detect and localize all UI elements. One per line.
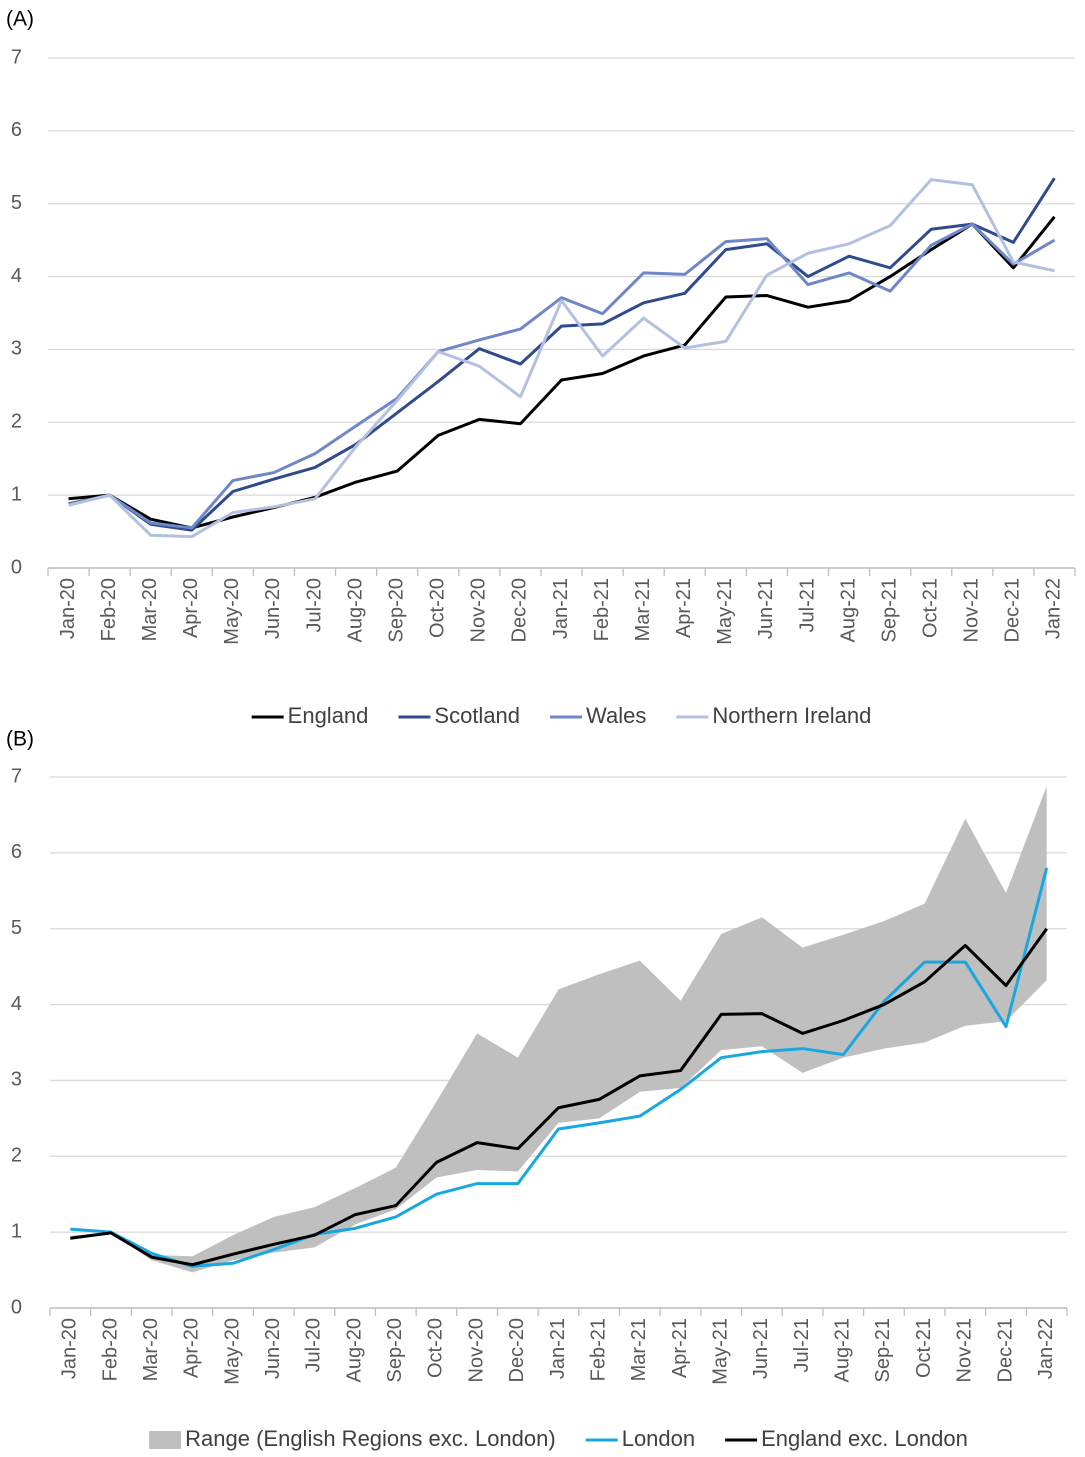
panel-label: (B) [6, 728, 34, 751]
x-tick-label: Feb-20 [98, 578, 120, 641]
x-tick-label: Jul-21 [791, 1318, 813, 1372]
x-tick-label: Jun-20 [262, 578, 284, 639]
range-band [70, 786, 1047, 1273]
x-tick-label: Feb-20 [99, 1318, 121, 1381]
x-tick-label: Mar-21 [632, 578, 654, 641]
x-tick-label: Jan-21 [547, 1318, 569, 1379]
x-tick-label: Jan-22 [1035, 1318, 1057, 1379]
x-tick-label: Mar-20 [140, 1318, 162, 1381]
x-tick-label: Jun-21 [750, 1318, 772, 1379]
x-tick-label: Jun-21 [755, 578, 777, 639]
legend-label: London [622, 1426, 695, 1451]
x-tick-label: Dec-20 [509, 578, 531, 642]
x-tick-label: Oct-21 [920, 578, 942, 638]
line [68, 177, 1056, 532]
x-tick-label: May-20 [221, 1318, 243, 1385]
x-tick-label: Apr-21 [669, 1318, 691, 1378]
x-tick-label: Dec-21 [1002, 578, 1024, 642]
y-tick-label: 2 [11, 411, 22, 433]
x-tick-label: Nov-20 [465, 1318, 487, 1382]
x-tick-label: Aug-20 [344, 578, 366, 643]
line [70, 927, 1048, 1267]
y-tick-label: 4 [11, 265, 22, 287]
y-tick-label: 2 [11, 1145, 22, 1167]
y-tick-label: 0 [11, 556, 22, 578]
legend-label: Wales [586, 703, 646, 728]
x-tick-label: Jan-22 [1043, 578, 1065, 639]
x-tick-label: Apr-21 [673, 578, 695, 638]
legend-label: Range (English Regions exc. London) [185, 1426, 556, 1451]
y-tick-label: 1 [11, 1220, 22, 1242]
x-tick-label: Sep-20 [385, 578, 407, 643]
y-tick-label: 3 [11, 1069, 22, 1091]
x-tick-label: Aug-20 [343, 1318, 365, 1383]
line [68, 215, 1056, 530]
legend-label: England [288, 703, 369, 728]
x-tick-label: Jul-20 [303, 578, 325, 632]
y-tick-label: 6 [11, 841, 22, 863]
x-tick-label: Jan-20 [57, 578, 79, 639]
x-tick-label: Oct-20 [425, 1318, 447, 1378]
x-tick-label: Sep-20 [384, 1318, 406, 1383]
y-tick-label: 6 [11, 119, 22, 141]
x-tick-label: Feb-21 [591, 578, 613, 641]
x-tick-label: Feb-21 [587, 1318, 609, 1381]
x-tick-label: Sep-21 [872, 1318, 894, 1383]
x-tick-label: Nov-21 [954, 1318, 976, 1382]
x-tick-label: Apr-20 [181, 1318, 203, 1378]
x-tick-label: Sep-21 [878, 578, 900, 643]
x-tick-label: Aug-21 [837, 578, 859, 643]
x-tick-label: Mar-20 [139, 578, 161, 641]
y-tick-label: 5 [11, 192, 22, 214]
x-tick-label: Apr-20 [180, 578, 202, 638]
y-tick-label: 5 [11, 917, 22, 939]
x-tick-label: Oct-20 [427, 578, 449, 638]
line [70, 867, 1049, 1268]
x-tick-label: Nov-20 [468, 578, 490, 642]
legend-label: Northern Ireland [712, 703, 871, 728]
y-tick-label: 1 [11, 483, 22, 505]
x-tick-label: Jul-21 [796, 578, 818, 632]
panel-label: (A) [6, 8, 34, 31]
x-tick-label: Jan-21 [550, 578, 572, 639]
x-tick-label: Aug-21 [832, 1318, 854, 1383]
x-tick-label: Jul-20 [303, 1318, 325, 1372]
x-tick-label: Dec-21 [994, 1318, 1016, 1382]
y-tick-label: 4 [11, 993, 22, 1015]
y-tick-label: 7 [11, 46, 22, 68]
y-tick-label: 0 [11, 1296, 22, 1318]
y-tick-label: 7 [11, 765, 22, 787]
x-tick-label: Jun-20 [262, 1318, 284, 1379]
x-tick-label: May-21 [710, 1318, 732, 1385]
x-tick-label: Jan-20 [59, 1318, 81, 1379]
x-tick-label: May-21 [714, 578, 736, 645]
legend-label: England exc. London [761, 1426, 968, 1451]
legend-label: Scotland [434, 703, 520, 728]
y-tick-label: 3 [11, 338, 22, 360]
x-tick-label: Nov-21 [961, 578, 983, 642]
legend-swatch [149, 1431, 182, 1449]
line [68, 222, 1056, 530]
line [68, 178, 1055, 539]
x-tick-label: May-20 [221, 578, 243, 645]
x-tick-label: Dec-20 [506, 1318, 528, 1382]
x-tick-label: Oct-21 [913, 1318, 935, 1378]
x-tick-label: Mar-21 [628, 1318, 650, 1381]
